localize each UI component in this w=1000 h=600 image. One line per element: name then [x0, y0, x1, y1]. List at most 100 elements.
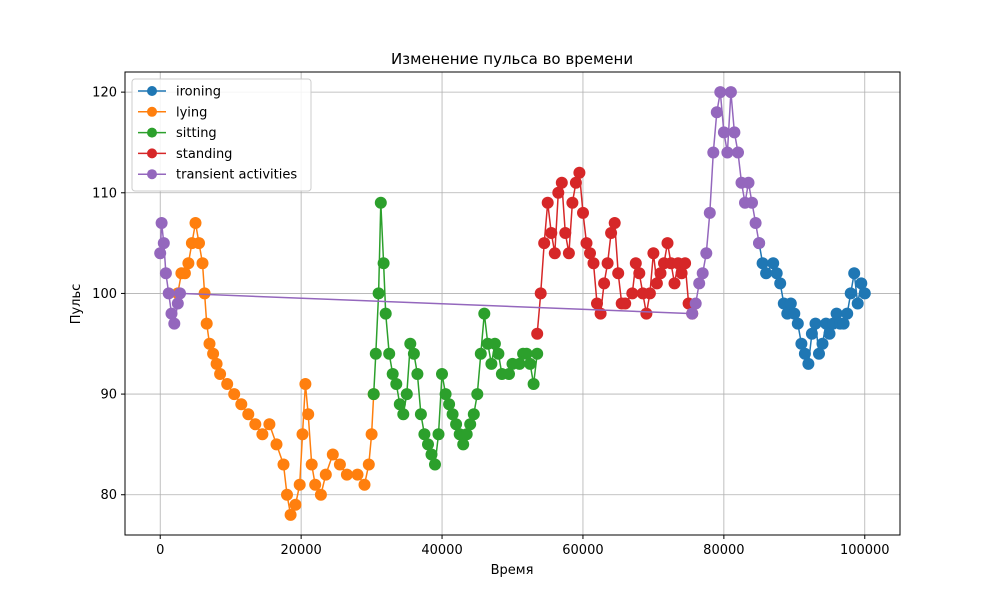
legend-marker: [147, 86, 157, 96]
series-lying: [171, 217, 380, 521]
data-point: [155, 217, 168, 229]
legend-item: transient activities: [138, 168, 297, 183]
legend: ironing lying sitting standing transient act…: [131, 78, 312, 192]
data-point: [798, 347, 811, 360]
data-point: [277, 458, 290, 471]
data-point: [710, 106, 723, 119]
data-point: [696, 267, 709, 280]
data-point: [210, 357, 223, 370]
data-point: [379, 307, 392, 320]
data-point: [464, 418, 477, 431]
data-point: [358, 478, 371, 491]
data-point: [319, 468, 332, 481]
data-point: [629, 257, 642, 270]
data-point: [383, 347, 396, 360]
data-point: [770, 267, 783, 280]
data-point: [351, 468, 364, 481]
data-point: [200, 317, 213, 330]
data-point: [732, 146, 744, 159]
data-point: [503, 368, 515, 380]
y-tick-label: 100: [92, 287, 117, 302]
data-point: [587, 257, 600, 270]
data-point: [520, 347, 533, 360]
data-point: [816, 337, 829, 350]
data-point: [724, 86, 737, 99]
data-point: [157, 237, 170, 250]
data-point: [411, 368, 424, 380]
data-point: [369, 347, 382, 360]
series-standing: [531, 166, 699, 340]
data-point: [654, 267, 667, 280]
x-tick-label: 20000: [280, 543, 321, 558]
legend-box: [131, 78, 312, 192]
data-point: [668, 277, 681, 290]
data-point: [760, 267, 773, 280]
plot-frame: [124, 71, 901, 536]
data-point: [767, 257, 780, 270]
y-tick-label: 120: [92, 86, 117, 101]
data-point: [534, 287, 547, 300]
data-point: [524, 357, 537, 370]
data-point: [605, 227, 618, 239]
data-point: [162, 287, 175, 300]
data-point: [314, 488, 327, 501]
data-point: [439, 388, 452, 401]
y-tick-label: 90: [100, 388, 117, 403]
data-point: [647, 247, 660, 260]
legend-label: standing: [176, 147, 232, 162]
data-point: [844, 287, 857, 300]
series-ironing: [753, 237, 871, 370]
data-point: [189, 217, 202, 229]
x-tick-label: 40000: [421, 543, 462, 558]
data-point: [263, 418, 276, 431]
legend-label: lying: [176, 105, 207, 120]
data-point: [598, 277, 611, 290]
data-point: [858, 287, 871, 300]
legend-item: standing: [138, 147, 232, 162]
data-point: [450, 418, 463, 431]
data-point: [566, 196, 579, 209]
data-point: [228, 388, 241, 401]
data-point: [249, 418, 262, 431]
x-tick-label: 0: [156, 543, 164, 558]
data-point: [432, 428, 445, 441]
data-point: [309, 478, 322, 491]
data-point: [372, 287, 385, 300]
data-point: [633, 267, 646, 280]
data-point: [242, 408, 255, 421]
data-point: [457, 438, 470, 451]
data-point: [513, 357, 526, 370]
data-point: [165, 307, 178, 320]
data-point: [527, 378, 540, 390]
data-point: [221, 378, 234, 390]
data-point: [700, 247, 713, 260]
x-tick-label: 80000: [703, 543, 744, 558]
data-point: [333, 458, 346, 471]
data-point: [802, 357, 815, 370]
data-point: [640, 307, 653, 320]
data-point: [728, 126, 741, 139]
data-point: [367, 388, 380, 401]
data-point: [555, 176, 568, 189]
data-point: [171, 297, 184, 310]
data-point: [193, 237, 205, 250]
data-point: [552, 186, 565, 199]
data-point: [774, 277, 787, 290]
legend-label: transient activities: [176, 168, 297, 183]
data-point: [703, 206, 716, 219]
data-point: [400, 388, 413, 401]
data-point: [302, 408, 315, 421]
data-point: [485, 357, 498, 370]
data-point: [784, 297, 797, 310]
data-point: [742, 176, 755, 189]
legend-item: lying: [138, 105, 207, 120]
data-point: [386, 368, 399, 380]
legend-item: ironing: [138, 85, 221, 100]
data-point: [809, 317, 822, 330]
data-point: [256, 428, 269, 441]
data-point: [436, 368, 448, 380]
data-point: [541, 196, 554, 209]
data-point: [178, 267, 191, 280]
